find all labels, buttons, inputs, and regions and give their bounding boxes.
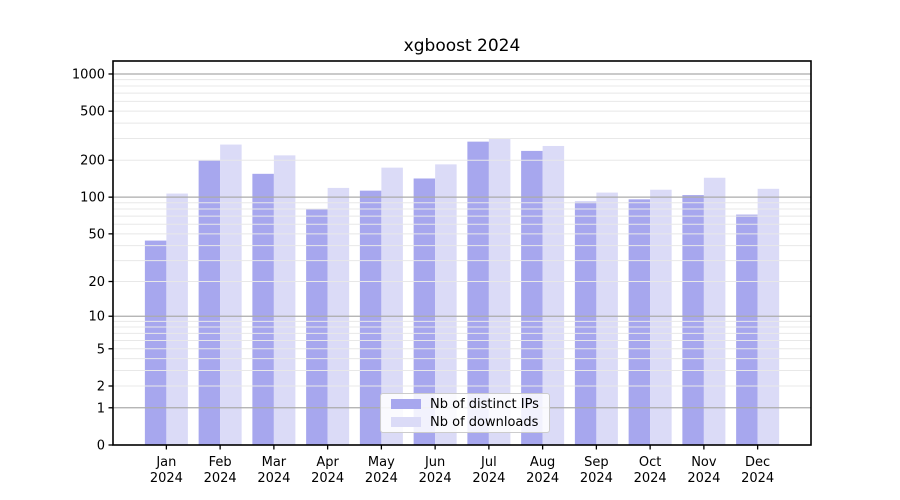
x-tick-label-year: 2024	[580, 471, 613, 486]
x-tick-label-year: 2024	[634, 471, 667, 486]
bar-nb-of-distinct-ips	[252, 173, 274, 445]
y-tick-label: 0	[97, 439, 105, 454]
bar-nb-of-downloads	[488, 139, 511, 445]
x-tick-label-year: 2024	[365, 471, 398, 486]
bar-nb-of-distinct-ips	[144, 240, 167, 445]
bar-nb-of-downloads	[596, 192, 618, 445]
x-tick-label-year: 2024	[311, 471, 344, 486]
y-tick-label: 1	[97, 401, 105, 416]
x-tick-label-month: Oct	[639, 455, 661, 470]
bar-nb-of-downloads	[703, 177, 726, 446]
x-tick-label-month: Jul	[480, 455, 497, 470]
bar-nb-of-downloads	[650, 189, 672, 445]
x-tick-label-month: Aug	[530, 455, 555, 470]
y-tick-label: 1000	[72, 67, 105, 82]
x-tick-label-year: 2024	[204, 471, 237, 486]
x-tick-label-year: 2024	[741, 471, 774, 486]
bar-nb-of-downloads	[166, 193, 188, 445]
x-tick-label-year: 2024	[526, 471, 559, 486]
bar-nb-of-downloads	[220, 144, 242, 445]
x-tick-label-month: Mar	[262, 455, 287, 470]
bar-nb-of-distinct-ips	[198, 160, 221, 445]
x-tick-label-year: 2024	[150, 471, 183, 486]
plot-frame	[112, 60, 812, 446]
bar-nb-of-downloads	[273, 155, 296, 446]
x-tick-label-month: May	[368, 455, 395, 470]
y-tick-label: 50	[88, 227, 105, 242]
bar-nb-of-downloads	[757, 188, 780, 445]
x-tick-label-month: Nov	[691, 455, 717, 470]
x-tick-label-month: Jan	[155, 455, 176, 470]
bar-nb-of-downloads	[435, 164, 457, 445]
y-tick-label: 500	[80, 105, 105, 120]
x-tick-label-month: Jun	[424, 455, 445, 470]
bar-nb-of-downloads	[381, 167, 403, 445]
legend-label-downloads: Nb of downloads	[430, 414, 539, 430]
bar-nb-of-distinct-ips	[736, 214, 758, 445]
bar-nb-of-distinct-ips	[682, 195, 704, 445]
x-tick-label-month: Feb	[209, 455, 232, 470]
x-tick-label-year: 2024	[472, 471, 505, 486]
chart-title: xgboost 2024	[403, 36, 521, 56]
x-tick-label-month: Dec	[745, 455, 770, 470]
legend-label-distinct-ips: Nb of distinct IPs	[430, 396, 539, 412]
y-tick-label: 2	[97, 380, 105, 395]
distinct-ips-swatch	[391, 399, 421, 409]
y-tick-label: 200	[80, 154, 105, 169]
y-tick-label: 5	[97, 342, 105, 357]
x-tick-label-year: 2024	[687, 471, 720, 486]
y-tick-label: 20	[88, 275, 105, 290]
downloads-swatch	[391, 417, 421, 427]
bar-nb-of-distinct-ips	[467, 141, 489, 445]
legend-item-distinct-ips: Nb of distinct IPs	[391, 396, 541, 412]
x-tick-label-year: 2024	[257, 471, 290, 486]
legend: Nb of distinct IPs Nb of downloads	[380, 393, 550, 433]
x-tick-label-month: Sep	[584, 455, 609, 470]
y-tick-label: 10	[88, 310, 105, 325]
bar-nb-of-distinct-ips	[574, 201, 597, 445]
x-tick-label-month: Apr	[316, 455, 339, 470]
bar-nb-of-distinct-ips	[359, 190, 382, 445]
y-tick-label: 100	[80, 191, 105, 206]
x-tick-label-year: 2024	[419, 471, 452, 486]
legend-item-downloads: Nb of downloads	[391, 414, 541, 430]
